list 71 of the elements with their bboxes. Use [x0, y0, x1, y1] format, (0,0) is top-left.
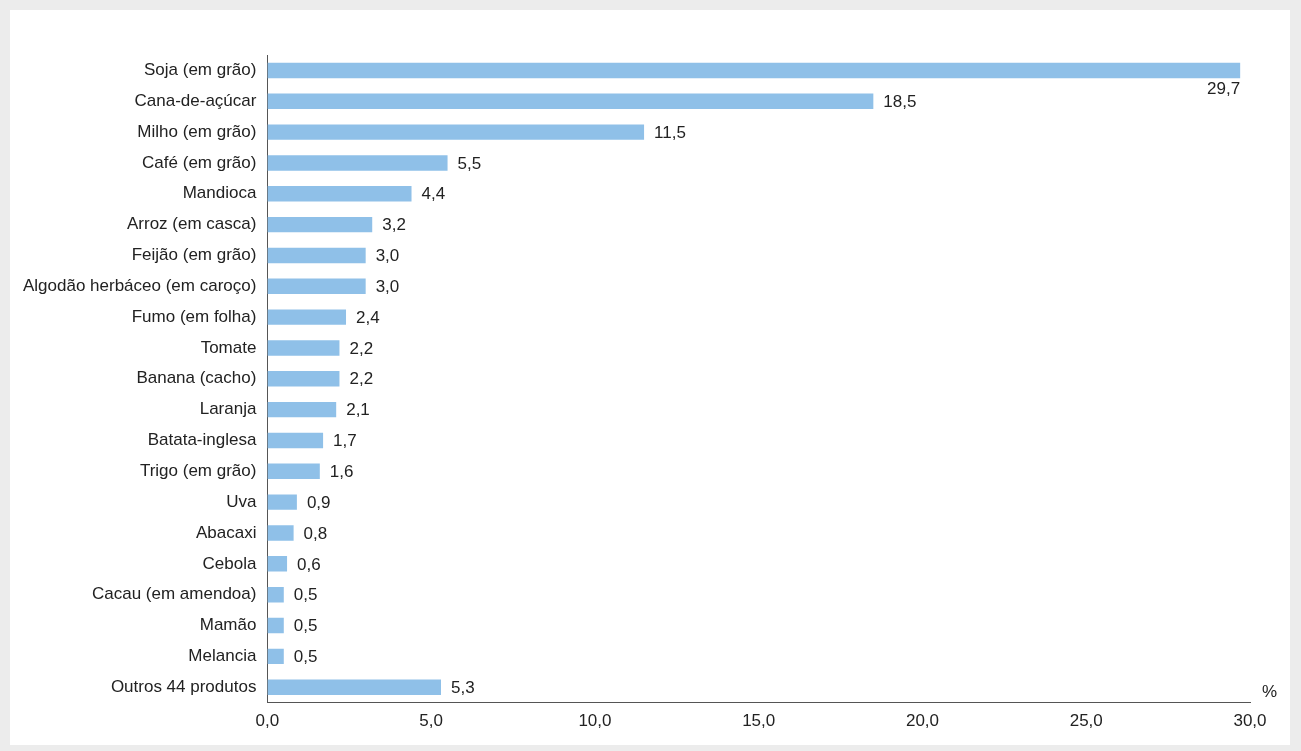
data-label: 0,5: [293, 616, 318, 636]
data-label: 1,6: [329, 462, 354, 481]
y-tick-label: Melancia: [188, 646, 257, 666]
data-label: 29,7: [1207, 78, 1241, 98]
bar: [267, 371, 340, 387]
bar: [267, 278, 366, 294]
data-label: 2,2: [349, 369, 374, 389]
bar: [267, 525, 294, 541]
x-tick-label: 20,0: [905, 711, 940, 731]
data-label: 0,5: [293, 585, 318, 605]
y-tick-label: Tomate: [200, 337, 257, 357]
bar: [267, 186, 412, 202]
data-label: 3,0: [375, 276, 400, 296]
y-tick-label: Soja (em grão): [143, 60, 257, 80]
x-tick-label: 0,0: [255, 711, 280, 731]
x-tick-label: 10,0: [578, 711, 612, 731]
data-label: 0,6: [297, 554, 321, 574]
bar: [267, 617, 284, 634]
bar: [267, 340, 340, 356]
data-label: 2,2: [349, 338, 374, 358]
bar: [267, 124, 645, 140]
data-label: 0,9: [306, 492, 331, 512]
data-label: 2,1: [346, 400, 370, 420]
data-label: 11,5: [654, 122, 686, 142]
bar: [267, 62, 1241, 79]
data-label: 0,8: [303, 523, 328, 543]
x-tick-label: 15,0: [742, 711, 776, 731]
y-tick-label: Mandioca: [182, 183, 257, 203]
bar: [267, 155, 448, 171]
y-tick-label: Cebola: [202, 553, 257, 573]
y-tick-label: Café (em grão): [142, 152, 257, 172]
x-tick-label: 5,0: [419, 711, 443, 731]
bar: [267, 494, 297, 510]
data-label: 5,5: [457, 153, 482, 173]
x-axis-title: %: [1262, 681, 1278, 701]
bar: [267, 247, 366, 264]
y-tick-label: Trigo (em grão): [139, 461, 257, 480]
y-tick-label: Fumo (em folha): [131, 306, 257, 326]
data-label: 2,4: [356, 307, 380, 327]
data-label: 5,3: [451, 677, 475, 697]
y-tick-label: Batata-inglesa: [147, 430, 257, 450]
bar: [267, 679, 441, 695]
y-tick-label: Cacau (em amendoa): [91, 584, 257, 604]
bar: [267, 309, 347, 325]
y-tick-label: Laranja: [199, 399, 257, 419]
bar: [267, 432, 324, 449]
data-label: 4,4: [421, 184, 446, 204]
bar: [267, 556, 288, 572]
bar: [267, 463, 320, 480]
bar: [267, 401, 337, 418]
y-tick-label: Algodão herbáceo (em caroço): [22, 275, 257, 295]
y-tick-label: Uva: [226, 491, 257, 511]
y-tick-label: Arroz (em casca): [126, 214, 257, 234]
data-label: 3,2: [382, 215, 406, 235]
y-tick-label: Outros 44 produtos: [110, 676, 257, 696]
y-tick-label: Cana-de-açúcar: [134, 90, 257, 110]
y-tick-label: Abacaxi: [195, 522, 257, 542]
y-tick-label: Mamão: [199, 615, 257, 635]
data-label: 3,0: [375, 246, 400, 266]
x-tick-label: 30,0: [1233, 711, 1267, 731]
bar: [267, 216, 373, 233]
data-label: 1,7: [333, 431, 357, 451]
y-tick-label: Feijão (em grão): [131, 245, 257, 265]
y-tick-label: Milho (em grão): [137, 121, 257, 141]
y-tick-label: Banana (cacho): [136, 368, 257, 388]
bar: [267, 93, 874, 109]
data-label: 0,5: [293, 647, 318, 667]
bar: [267, 586, 284, 603]
data-label: 18,5: [883, 91, 917, 111]
x-tick-label: 25,0: [1069, 711, 1103, 731]
bar: [267, 648, 284, 665]
